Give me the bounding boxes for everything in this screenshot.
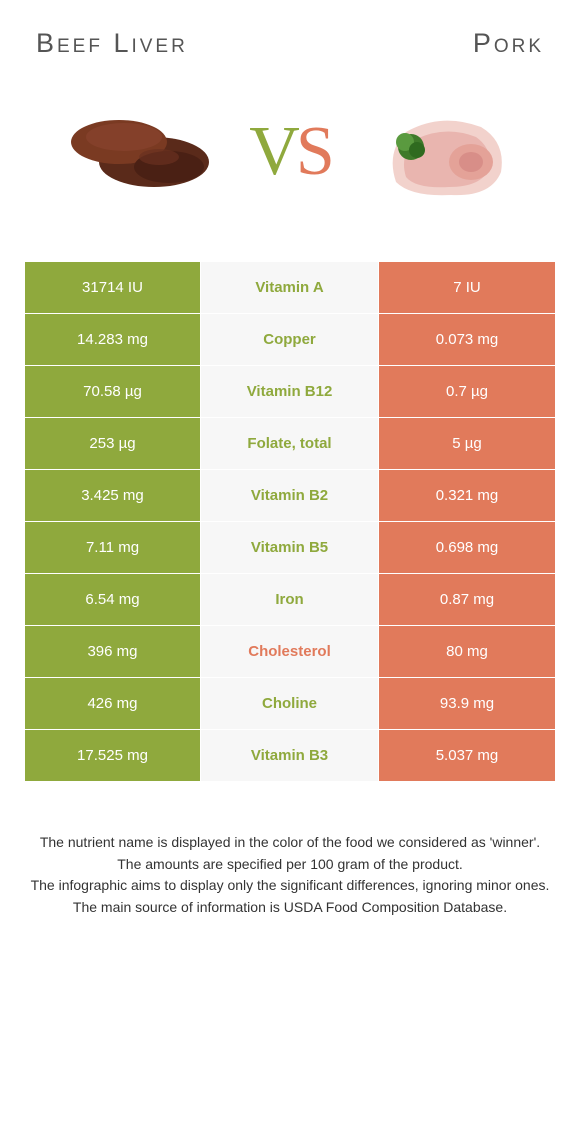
value-left: 31714 IU bbox=[25, 262, 201, 314]
nutrient-label: Cholesterol bbox=[201, 626, 379, 678]
value-left: 396 mg bbox=[25, 626, 201, 678]
nutrient-table: 31714 IUVitamin A7 IU14.283 mgCopper0.07… bbox=[25, 262, 555, 782]
table-row: 14.283 mgCopper0.073 mg bbox=[25, 314, 555, 366]
value-left: 6.54 mg bbox=[25, 574, 201, 626]
footer-line-2: The amounts are specified per 100 gram o… bbox=[30, 854, 550, 876]
table-row: 7.11 mgVitamin B50.698 mg bbox=[25, 522, 555, 574]
nutrient-label: Copper bbox=[201, 314, 379, 366]
nutrient-label: Vitamin A bbox=[201, 262, 379, 314]
table-row: 6.54 mgIron0.87 mg bbox=[25, 574, 555, 626]
value-left: 17.525 mg bbox=[25, 730, 201, 782]
value-left: 7.11 mg bbox=[25, 522, 201, 574]
vs-v: V bbox=[249, 113, 296, 190]
value-right: 5 µg bbox=[379, 418, 555, 470]
pork-image bbox=[361, 97, 516, 207]
value-right: 0.87 mg bbox=[379, 574, 555, 626]
value-right: 93.9 mg bbox=[379, 678, 555, 730]
table-row: 253 µgFolate, total5 µg bbox=[25, 418, 555, 470]
vs-s: S bbox=[296, 113, 331, 190]
value-left: 70.58 µg bbox=[25, 366, 201, 418]
nutrient-label: Vitamin B12 bbox=[201, 366, 379, 418]
value-right: 5.037 mg bbox=[379, 730, 555, 782]
nutrient-label: Vitamin B5 bbox=[201, 522, 379, 574]
table-row: 31714 IUVitamin A7 IU bbox=[25, 262, 555, 314]
vs-label: VS bbox=[249, 112, 331, 192]
nutrient-label: Vitamin B3 bbox=[201, 730, 379, 782]
value-right: 0.321 mg bbox=[379, 470, 555, 522]
value-left: 3.425 mg bbox=[25, 470, 201, 522]
value-left: 426 mg bbox=[25, 678, 201, 730]
footer-line-1: The nutrient name is displayed in the co… bbox=[30, 832, 550, 854]
header: Beef Liver Pork bbox=[0, 0, 580, 67]
table-row: 70.58 µgVitamin B120.7 µg bbox=[25, 366, 555, 418]
title-right: Pork bbox=[473, 28, 544, 59]
nutrient-label: Folate, total bbox=[201, 418, 379, 470]
title-left: Beef Liver bbox=[36, 28, 188, 59]
value-right: 0.7 µg bbox=[379, 366, 555, 418]
value-right: 0.698 mg bbox=[379, 522, 555, 574]
vs-row: VS bbox=[0, 67, 580, 217]
nutrient-label: Choline bbox=[201, 678, 379, 730]
footer-notes: The nutrient name is displayed in the co… bbox=[30, 832, 550, 919]
beef-liver-image bbox=[64, 97, 219, 207]
footer-line-4: The main source of information is USDA F… bbox=[30, 897, 550, 919]
table-row: 3.425 mgVitamin B20.321 mg bbox=[25, 470, 555, 522]
value-right: 0.073 mg bbox=[379, 314, 555, 366]
nutrient-label: Vitamin B2 bbox=[201, 470, 379, 522]
table-row: 396 mgCholesterol80 mg bbox=[25, 626, 555, 678]
table-row: 426 mgCholine93.9 mg bbox=[25, 678, 555, 730]
value-left: 14.283 mg bbox=[25, 314, 201, 366]
value-left: 253 µg bbox=[25, 418, 201, 470]
footer-line-3: The infographic aims to display only the… bbox=[30, 875, 550, 897]
table-row: 17.525 mgVitamin B35.037 mg bbox=[25, 730, 555, 782]
value-right: 7 IU bbox=[379, 262, 555, 314]
value-right: 80 mg bbox=[379, 626, 555, 678]
nutrient-label: Iron bbox=[201, 574, 379, 626]
